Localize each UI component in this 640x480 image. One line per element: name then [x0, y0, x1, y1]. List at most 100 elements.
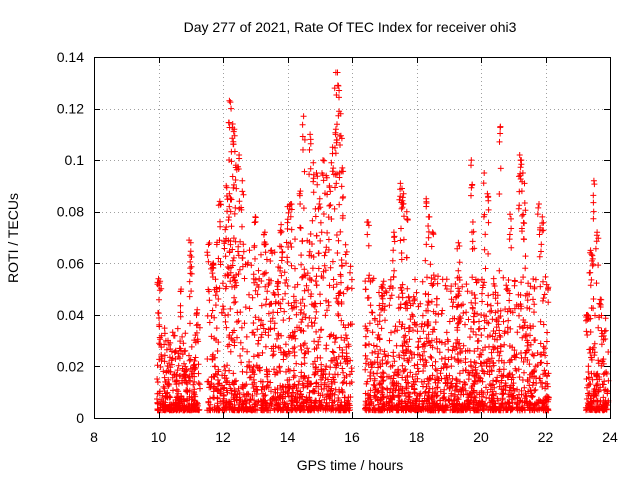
data-point	[426, 389, 432, 396]
data-point	[348, 276, 355, 283]
data-point	[462, 321, 468, 328]
data-point	[332, 386, 339, 393]
data-point	[237, 352, 244, 359]
data-point	[154, 400, 161, 407]
data-point	[430, 326, 437, 333]
data-point	[330, 284, 337, 291]
data-point	[409, 373, 416, 380]
data-point	[227, 99, 234, 106]
data-point	[179, 333, 186, 340]
data-point	[585, 315, 592, 322]
data-point	[381, 307, 388, 314]
data-point	[327, 188, 334, 195]
data-point	[453, 293, 460, 300]
data-point	[230, 138, 237, 145]
data-point	[430, 308, 437, 315]
data-point	[585, 363, 592, 370]
data-point	[481, 407, 487, 414]
data-point	[494, 300, 501, 307]
data-point	[328, 387, 334, 394]
data-point	[414, 375, 421, 382]
data-point	[410, 327, 416, 334]
data-point	[520, 236, 527, 242]
data-point	[177, 302, 184, 309]
data-point	[336, 169, 343, 176]
data-point	[154, 379, 161, 386]
data-point	[483, 313, 490, 320]
data-point	[209, 270, 216, 277]
data-point	[397, 301, 404, 308]
data-point	[590, 208, 597, 215]
data-point	[583, 312, 590, 318]
data-point	[228, 158, 235, 165]
data-point	[432, 379, 439, 386]
data-point	[288, 401, 295, 407]
data-point	[217, 223, 224, 230]
data-point	[485, 250, 492, 257]
data-point	[449, 384, 456, 390]
data-point	[175, 350, 182, 357]
data-point	[305, 374, 312, 381]
data-point	[542, 345, 548, 352]
data-point	[174, 367, 181, 374]
data-point	[587, 329, 594, 335]
data-point	[473, 378, 479, 385]
data-point	[490, 392, 497, 399]
data-point	[246, 291, 252, 298]
data-point	[379, 404, 386, 410]
data-point	[267, 300, 274, 307]
data-point	[249, 294, 256, 301]
data-point	[282, 290, 289, 297]
data-point	[246, 405, 253, 411]
data-point	[324, 229, 331, 236]
data-point	[387, 295, 394, 302]
data-point	[484, 301, 491, 308]
data-point	[484, 190, 491, 197]
data-point	[471, 393, 478, 400]
data-point	[348, 379, 355, 386]
data-point	[594, 370, 601, 377]
data-point	[370, 275, 377, 282]
data-point	[458, 357, 464, 364]
data-point	[501, 359, 508, 366]
data-point	[527, 400, 534, 407]
data-point	[456, 370, 463, 377]
data-point	[402, 393, 409, 399]
data-point	[380, 377, 387, 384]
data-point	[348, 365, 355, 372]
data-point	[386, 337, 393, 344]
data-point	[480, 282, 487, 289]
data-point	[186, 293, 193, 300]
data-point	[587, 350, 594, 356]
data-point	[329, 348, 336, 355]
data-point	[513, 404, 520, 411]
data-point	[325, 236, 332, 243]
data-point	[307, 399, 314, 406]
data-point	[508, 376, 515, 383]
data-point	[535, 204, 542, 211]
data-point	[250, 275, 257, 282]
data-point	[545, 370, 552, 377]
data-point	[398, 323, 405, 330]
data-point	[375, 350, 382, 357]
data-point	[282, 280, 289, 286]
data-point	[476, 318, 482, 325]
data-point	[496, 327, 503, 334]
data-point	[403, 208, 410, 215]
data-point	[586, 269, 593, 276]
data-point	[517, 176, 524, 182]
data-point	[437, 397, 443, 404]
data-point	[182, 363, 189, 370]
data-point	[482, 265, 489, 272]
data-point	[588, 276, 595, 283]
data-point	[478, 363, 485, 370]
data-point	[299, 380, 306, 387]
data-point	[417, 335, 424, 342]
data-point	[209, 264, 216, 271]
data-point	[275, 400, 282, 407]
data-point	[502, 306, 509, 313]
data-point	[280, 317, 287, 324]
data-point	[445, 397, 452, 404]
data-point	[340, 168, 347, 175]
data-point	[470, 228, 477, 235]
